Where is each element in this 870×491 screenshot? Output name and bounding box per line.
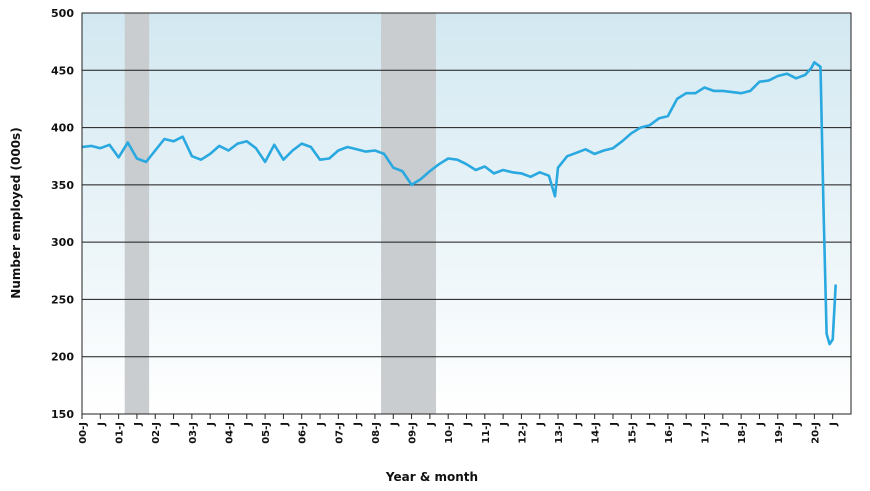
x-tick-label-13: J	[316, 422, 327, 427]
x-tick-label-18: 09-J	[408, 422, 419, 444]
x-tick-labels: 00-J J 01-J J 02-J J 03-J J 04-J J 05-J J 06-J J 07-J J…	[78, 414, 840, 444]
y-tick-label-400: 400	[51, 122, 74, 135]
x-tick-label-35: J	[719, 422, 730, 427]
y-tick-label-450: 450	[51, 64, 74, 77]
x-tick-label-22: 11-J	[481, 422, 492, 444]
x-tick-label-39: J	[792, 422, 803, 427]
x-tick-label-24: 12-J	[517, 422, 528, 444]
x-tick-label-20: 10-J	[444, 422, 455, 444]
x-tick-label-11: J	[279, 422, 290, 427]
y-tick-label-250: 250	[51, 293, 74, 306]
x-tick-label-25: J	[536, 422, 547, 427]
x-tick-label-23: J	[499, 422, 510, 427]
x-tick-label-17: J	[389, 422, 400, 427]
x-tick-label-7: J	[206, 422, 217, 427]
x-tick-label-28: 14-J	[591, 422, 602, 444]
x-tick-label-5: J	[170, 422, 181, 427]
y-tick-labels: 150 200 250 300 350 400 450 500	[51, 7, 74, 421]
y-tick-label-350: 350	[51, 179, 74, 192]
x-tick-label-26: 13-J	[554, 422, 565, 444]
y-axis-title: Number employed (000s)	[9, 127, 23, 298]
x-tick-label-41: J	[829, 422, 840, 427]
x-tick-label-37: J	[755, 422, 766, 427]
series-line-0	[81, 60, 837, 346]
x-tick-label-15: J	[353, 422, 364, 427]
plot-background	[82, 13, 851, 414]
series-line-layer	[81, 60, 837, 346]
x-tick-label-1: J	[96, 422, 107, 427]
x-axis-title: Year & month	[385, 470, 478, 484]
y-tick-label-300: 300	[51, 236, 74, 249]
x-tick-label-0: 00-J	[78, 422, 89, 444]
x-tick-label-29: J	[609, 422, 620, 427]
x-tick-label-40: 20-J	[810, 422, 821, 444]
x-tick-label-2: 01-J	[115, 422, 126, 444]
x-tick-label-34: 17-J	[701, 422, 712, 444]
x-tick-label-12: 06-J	[298, 422, 309, 444]
x-tick-label-6: 03-J	[188, 422, 199, 444]
x-tick-label-3: J	[133, 422, 144, 427]
x-tick-label-4: 02-J	[151, 422, 162, 444]
x-tick-label-30: 15-J	[627, 422, 638, 444]
x-tick-label-32: 16-J	[664, 422, 675, 444]
recession-shading	[124, 13, 436, 414]
y-tick-label-500: 500	[51, 7, 74, 20]
x-tick-label-31: J	[646, 422, 657, 427]
recession-band-1	[381, 13, 436, 414]
x-tick-label-9: J	[243, 422, 254, 427]
x-tick-label-8: 04-J	[224, 422, 235, 444]
x-tick-label-38: 19-J	[774, 422, 785, 444]
x-tick-label-19: J	[426, 422, 437, 427]
x-tick-label-27: J	[572, 422, 583, 427]
y-tick-label-200: 200	[51, 351, 74, 364]
x-tick-label-36: 18-J	[737, 422, 748, 444]
x-tick-label-16: 08-J	[371, 422, 382, 444]
x-tick-label-10: 05-J	[261, 422, 272, 444]
x-tick-label-33: J	[682, 422, 693, 427]
x-tick-label-14: 07-J	[334, 422, 345, 444]
recession-band-0	[124, 13, 150, 414]
y-tick-label-150: 150	[51, 408, 74, 421]
x-tick-label-21: J	[463, 422, 474, 427]
